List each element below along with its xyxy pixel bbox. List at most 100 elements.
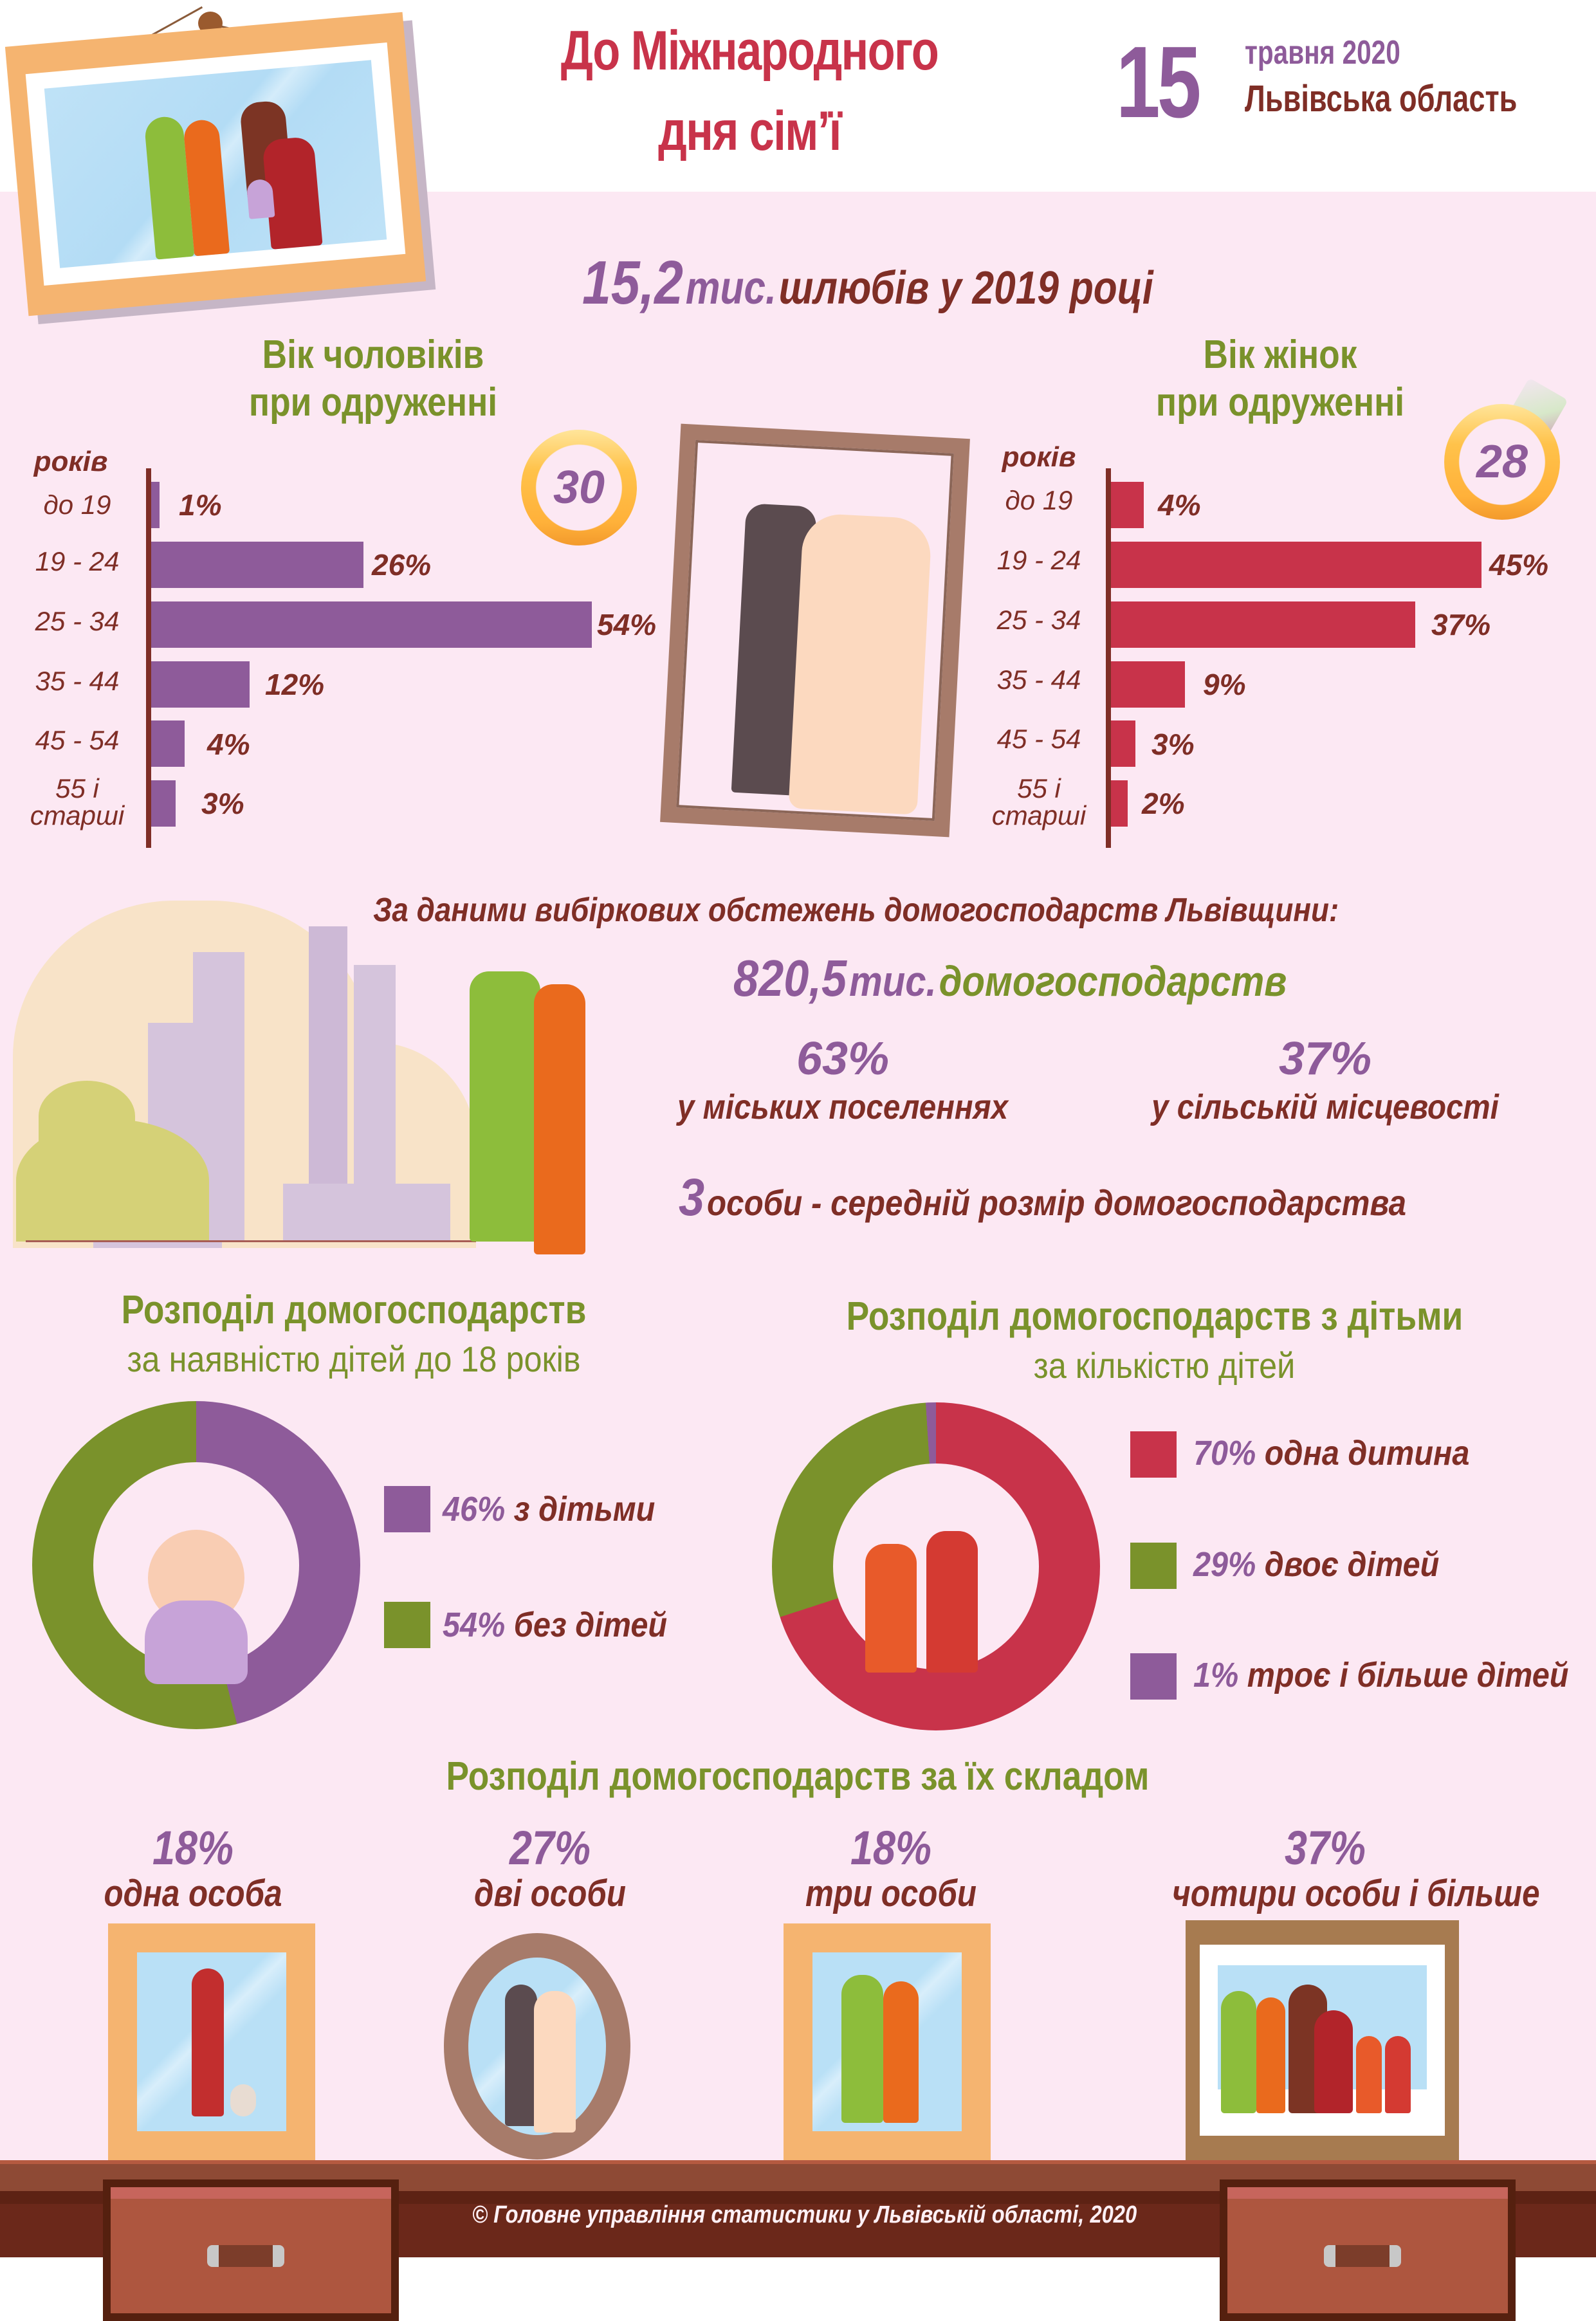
men-category-label: 25 - 34 bbox=[35, 606, 120, 636]
men-chart-axis bbox=[146, 468, 151, 848]
family-photo-frame bbox=[5, 12, 427, 316]
men-average-ring-icon: 30 bbox=[521, 430, 637, 546]
three-person-frame bbox=[784, 1923, 991, 2160]
father-figure bbox=[1221, 1991, 1256, 2113]
survey-note: За даними вибіркових обстежень домогоспо… bbox=[373, 892, 1339, 929]
boy-figure bbox=[1356, 2036, 1382, 2113]
boy-figure bbox=[865, 1544, 917, 1673]
men-bar bbox=[151, 601, 592, 648]
bride-figure bbox=[788, 512, 933, 815]
men-category-label: 35 - 44 bbox=[35, 666, 120, 696]
men-bar-value: 12% bbox=[265, 668, 325, 701]
men-bar bbox=[151, 780, 176, 827]
men-category-label: 19 - 24 bbox=[35, 546, 120, 576]
women-bar-value: 3% bbox=[1151, 728, 1195, 761]
mother-figure bbox=[1256, 1997, 1285, 2113]
dog-figure bbox=[230, 2084, 256, 2116]
women-category-label: 55 і старші bbox=[991, 773, 1087, 830]
men-bar bbox=[151, 661, 250, 708]
men-chart-title-line2: при одруженні bbox=[248, 380, 498, 425]
bush-illustration bbox=[39, 1081, 135, 1151]
groom-figure bbox=[505, 1985, 537, 2126]
building-illustration bbox=[283, 1184, 450, 1242]
page-title-line2: дня сім’ї bbox=[658, 100, 841, 162]
women-category-label: 25 - 34 bbox=[996, 605, 1081, 635]
children-presence-donut bbox=[32, 1401, 360, 1729]
girl-figure bbox=[926, 1531, 978, 1673]
children-count-title: Розподіл домогосподарств з дітьми bbox=[846, 1294, 1463, 1339]
households-total-number: 820,5 bbox=[733, 950, 847, 1007]
single-man-figure bbox=[192, 1968, 224, 2116]
legend-swatch-without-children bbox=[384, 1602, 430, 1648]
women-bar bbox=[1111, 482, 1144, 528]
women-bar bbox=[1111, 601, 1415, 648]
composition-title: Розподіл домогосподарств за їх складом bbox=[446, 1754, 1150, 1799]
urban-pct: 63% bbox=[796, 1033, 890, 1085]
girl-figure bbox=[1385, 2036, 1411, 2113]
women-bar-value: 9% bbox=[1203, 668, 1246, 701]
average-size-text: особи - середній розмір домогосподарства bbox=[707, 1182, 1406, 1223]
men-category-label: 45 - 54 bbox=[35, 725, 120, 755]
date-day: 15 bbox=[1116, 26, 1201, 139]
households-total-unit: тис. bbox=[849, 957, 937, 1005]
men-axis-label: років bbox=[33, 446, 108, 477]
men-chart-title-line1: Вік чоловіків bbox=[262, 333, 484, 377]
women-chart-title: Вік жінок при одруженні bbox=[1114, 331, 1446, 427]
women-axis-label: років bbox=[1002, 441, 1076, 473]
legend-swatch-two-children bbox=[1130, 1543, 1177, 1589]
women-category-label: 45 - 54 bbox=[996, 724, 1081, 754]
left-drawer bbox=[103, 2179, 399, 2321]
legend-one-child: 70% одна дитина bbox=[1193, 1434, 1470, 1472]
drawer-handle-icon bbox=[1324, 2245, 1401, 2267]
wedding-photo-frame bbox=[660, 423, 970, 838]
women-chart-title-line1: Вік жінок bbox=[1203, 333, 1357, 377]
father-figure bbox=[841, 1975, 883, 2123]
legend-swatch-with-children bbox=[384, 1486, 430, 1532]
legend-swatch-one-child bbox=[1130, 1431, 1177, 1478]
marriages-headline: 15,2 тис. шлюбів у 2019 році bbox=[582, 248, 1153, 318]
men-chart-title: Вік чоловіків при одруженні bbox=[207, 331, 539, 427]
grandmother-figure bbox=[1314, 2010, 1353, 2113]
men-bar-value: 54% bbox=[597, 608, 657, 641]
bride-figure bbox=[534, 1991, 576, 2133]
mother-figure bbox=[883, 1981, 919, 2123]
composition-label-2: дві особи bbox=[474, 1873, 626, 1914]
women-bar bbox=[1111, 780, 1128, 827]
region-label: Львівська область bbox=[1245, 78, 1518, 120]
men-average-age: 30 bbox=[553, 462, 605, 513]
women-bar-value: 37% bbox=[1431, 608, 1491, 641]
legend-swatch-three-plus bbox=[1130, 1653, 1177, 1700]
women-bar bbox=[1111, 661, 1185, 708]
page-title-line1: До Міжнародного bbox=[560, 20, 939, 82]
men-bar bbox=[151, 720, 185, 767]
men-bar-value: 1% bbox=[179, 488, 222, 522]
legend-three-plus: 1% троє і більше дітей bbox=[1193, 1656, 1569, 1694]
urban-label: у міських поселеннях bbox=[677, 1088, 1009, 1126]
men-category-label: до 19 bbox=[43, 490, 111, 520]
children-presence-subtitle: за наявністю дітей до 18 років bbox=[127, 1339, 581, 1379]
marriages-text: шлюбів у 2019 році bbox=[778, 262, 1153, 314]
women-average-age: 28 bbox=[1476, 436, 1528, 488]
couple-oval-frame bbox=[444, 1933, 630, 2160]
rural-pct: 37% bbox=[1278, 1033, 1372, 1085]
women-bar-value: 2% bbox=[1142, 787, 1185, 820]
mother-figure bbox=[534, 984, 585, 1254]
men-bar bbox=[151, 542, 363, 588]
baby-body bbox=[145, 1601, 248, 1684]
women-chart-title-line2: при одруженні bbox=[1155, 380, 1405, 425]
composition-label-3: три особи bbox=[805, 1873, 977, 1914]
children-count-donut bbox=[772, 1402, 1100, 1730]
women-bar bbox=[1111, 720, 1135, 767]
women-category-label: до 19 bbox=[1005, 485, 1073, 515]
average-household-size: 3 особи - середній розмір домогосподарст… bbox=[679, 1168, 1406, 1228]
date-month-year: травня 2020 bbox=[1245, 34, 1400, 71]
composition-label-1: одна особа bbox=[104, 1873, 282, 1914]
men-category-label: 55 і старші bbox=[30, 773, 125, 830]
composition-pct-3: 18% bbox=[850, 1821, 931, 1875]
composition-pct-2: 27% bbox=[509, 1821, 591, 1875]
composition-pct-1: 18% bbox=[152, 1821, 234, 1875]
women-average-ring-icon: 28 bbox=[1444, 404, 1560, 520]
legend-with-children: 46% з дітьми bbox=[443, 1490, 656, 1528]
men-bar-value: 4% bbox=[207, 728, 250, 761]
large-family-frame bbox=[1186, 1920, 1459, 2160]
